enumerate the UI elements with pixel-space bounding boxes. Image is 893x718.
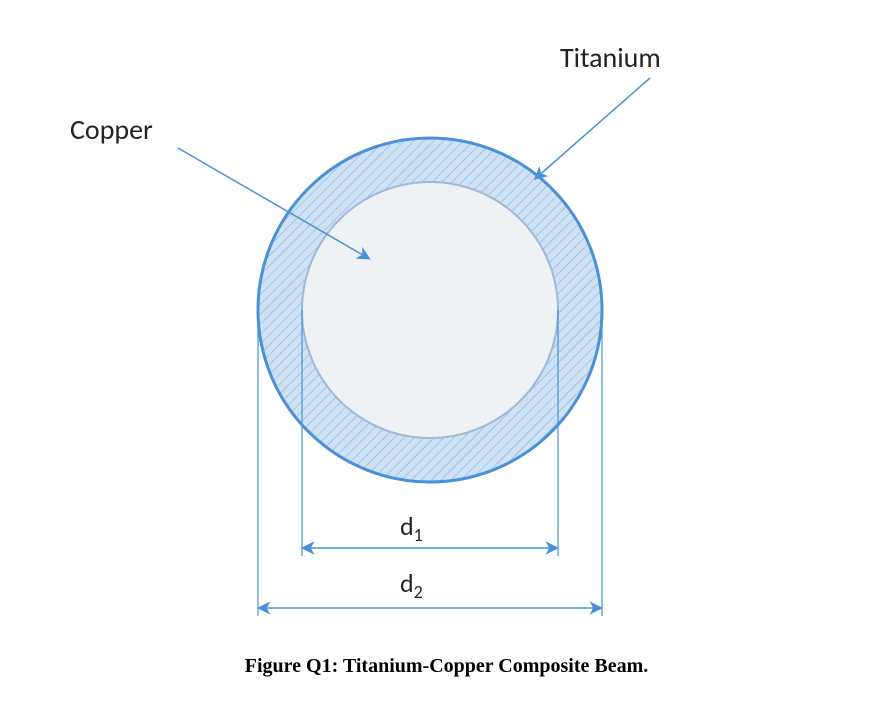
caption-text: Figure Q1: Titanium-Copper Composite Bea… — [245, 655, 649, 677]
diagram-svg — [0, 0, 893, 718]
copper-text: Copper — [70, 112, 153, 147]
d2-label: d2 — [400, 567, 423, 603]
titanium-label: Titanium — [560, 40, 661, 75]
d1-base: d — [400, 510, 414, 542]
d1-sub: 1 — [414, 524, 423, 546]
copper-label: Copper — [70, 112, 153, 147]
d2-sub: 2 — [414, 581, 423, 603]
d1-label: d1 — [400, 510, 423, 546]
titanium-arrow — [536, 78, 650, 178]
inner-circle — [302, 182, 558, 438]
titanium-text: Titanium — [560, 40, 661, 75]
d2-base: d — [400, 567, 414, 599]
figure-caption: Figure Q1: Titanium-Copper Composite Bea… — [0, 655, 893, 678]
